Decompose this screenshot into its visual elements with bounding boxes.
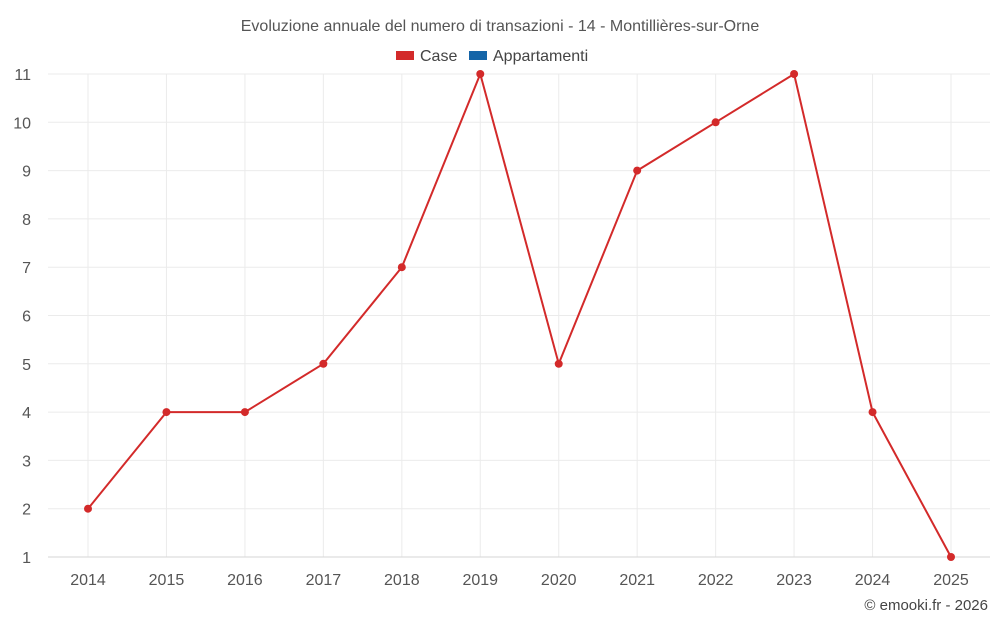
data-point[interactable] <box>162 408 171 417</box>
legend-item-case[interactable]: Case <box>396 48 457 65</box>
x-tick-label: 2021 <box>619 572 655 589</box>
y-tick-label: 7 <box>22 260 31 277</box>
y-tick-label: 10 <box>13 115 31 132</box>
chart-title: Evoluzione annuale del numero di transaz… <box>241 18 760 35</box>
y-tick-label: 5 <box>22 357 31 374</box>
y-tick-label: 6 <box>22 309 31 326</box>
data-point[interactable] <box>240 408 249 417</box>
credit-text: © emooki.fr - 2026 <box>864 597 988 614</box>
grid <box>48 73 990 558</box>
data-point[interactable] <box>554 359 563 368</box>
series-layer <box>84 70 955 561</box>
data-point[interactable] <box>397 263 406 272</box>
x-tick-label: 2016 <box>227 572 263 589</box>
data-point[interactable] <box>868 408 877 417</box>
x-tick-label: 2024 <box>855 572 891 589</box>
x-tick-label: 2015 <box>149 572 185 589</box>
data-point[interactable] <box>319 359 328 368</box>
data-point[interactable] <box>947 553 955 561</box>
series-line-case <box>87 73 952 558</box>
y-tick-label: 2 <box>22 502 31 519</box>
y-tick-label: 4 <box>22 405 31 422</box>
data-point[interactable] <box>633 166 642 175</box>
x-tick-label: 2020 <box>541 572 577 589</box>
data-point[interactable] <box>711 118 720 127</box>
y-tick-label: 3 <box>22 453 31 470</box>
data-point[interactable] <box>84 504 92 513</box>
legend-label: Case <box>420 48 457 65</box>
y-axis: 1 2 3 4 5 6 7 8 9 10 11 <box>13 67 31 567</box>
legend-item-appartamenti[interactable]: Appartamenti <box>469 48 588 65</box>
y-tick-label: 1 <box>22 550 31 567</box>
legend: Case Appartamenti <box>396 48 588 65</box>
x-tick-label: 2017 <box>306 572 342 589</box>
data-point[interactable] <box>476 70 485 78</box>
y-tick-label: 11 <box>14 67 31 84</box>
y-tick-label: 9 <box>22 164 31 181</box>
data-point[interactable] <box>790 70 799 78</box>
legend-swatch <box>469 51 487 60</box>
x-tick-label: 2014 <box>70 572 106 589</box>
x-tick-label: 2023 <box>776 572 812 589</box>
x-tick-label: 2025 <box>933 572 969 589</box>
x-tick-label: 2018 <box>384 572 420 589</box>
x-tick-label: 2022 <box>698 572 734 589</box>
legend-swatch <box>396 51 414 60</box>
x-axis: 2014 2015 2016 2017 2018 2019 2020 2021 2022 2023… <box>48 556 990 589</box>
y-tick-label: 8 <box>22 212 31 229</box>
legend-label: Appartamenti <box>493 48 588 65</box>
x-tick-label: 2019 <box>462 572 498 589</box>
